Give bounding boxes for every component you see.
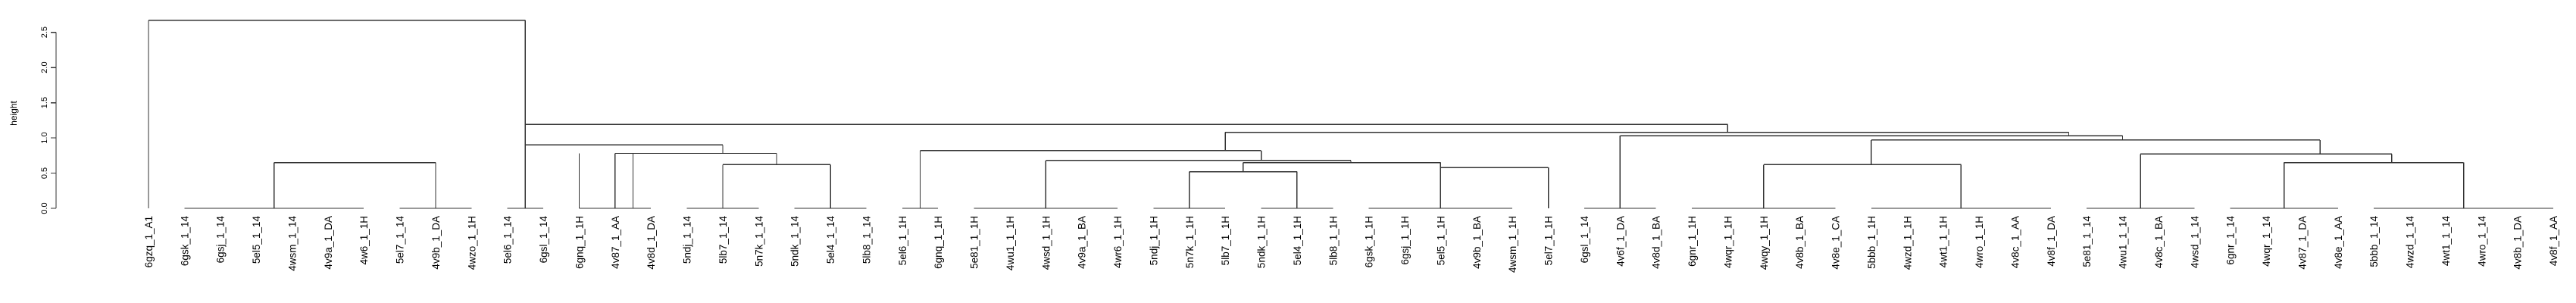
leaf-label: 4v87_1_DA [2296, 216, 2308, 270]
leaf-label: 4v6f_1_DA [1615, 216, 1626, 267]
leaf-label: 5el6_1_1H [897, 216, 908, 265]
leaf-label: 4wu1_1_1H [1005, 216, 1016, 270]
leaf-label: 6gsj_1_1H [1399, 216, 1411, 265]
leaf-label: 6gnr_1_1H [1687, 216, 1698, 267]
leaf-label: 5el4_1_1H [1292, 216, 1303, 265]
leaf-label: 5lb8_1_14 [861, 216, 872, 264]
leaf-label: 4v8e_1_CA [1830, 216, 1842, 270]
leaf-label: 6gnq_1_1H [933, 216, 944, 269]
leaf-label: 5el5_1_1H [1435, 216, 1446, 265]
leaf-label: 4wsm_1_14 [286, 216, 298, 271]
leaf-label: 5n7k_1_1H [1184, 216, 1196, 268]
leaf-label: 5e81_1_1H [969, 216, 980, 269]
leaf-label: 5ndk_1_1H [1256, 216, 1268, 268]
leaf-label: 6gsk_1_14 [179, 216, 190, 267]
leaf-label: 6gnr_1_14 [2225, 216, 2237, 265]
leaf-label: 5el6_1_14 [502, 216, 514, 264]
y-tick-label: 0.0 [40, 202, 49, 214]
leaf-label: 6gnq_1_1H [574, 216, 585, 269]
leaf-label: 4wzd_1_14 [2405, 216, 2416, 269]
leaf-label: 4wqr_1_14 [2261, 216, 2272, 267]
leaf-label: 4v8f_1_AA [2548, 216, 2559, 266]
leaf-label: 5ndj_1_1H [1148, 216, 1159, 265]
leaf-label: 4v8c_1_BA [2153, 216, 2165, 268]
leaf-label: 4wu1_1_14 [2118, 216, 2129, 269]
y-axis: 0.0 0.5 1.0 1.5 2.0 2.5 height [8, 27, 57, 214]
y-tick-label: 0.5 [40, 167, 49, 179]
leaf-label: 4wsm_1_1H [1507, 216, 1518, 273]
leaf-label: 5bbb_1_1H [1866, 216, 1877, 269]
leaf-label: 5ndj_1_14 [682, 216, 693, 264]
leaf-label: 5bbb_1_14 [2368, 216, 2380, 267]
leaf-label: 5el4_1_14 [825, 216, 836, 264]
leaf-label: 6gsj_1_14 [215, 216, 227, 264]
leaf-label: 4v9a_1_BA [1077, 216, 1088, 269]
leaf-label: 5lb7_1_14 [717, 216, 729, 264]
leaf-label: 4wt1_1_1H [1938, 216, 1949, 267]
leaf-label: 6gsk_1_1H [1364, 216, 1375, 267]
leaf-label: 4v8f_1_DA [2046, 216, 2057, 267]
leaf-label: 4wr6_1_1H [1112, 216, 1124, 268]
leaf-label: 5el5_1_14 [251, 216, 262, 264]
dendrogram-branches [148, 20, 2553, 209]
leaf-label: 4v8b_1_DA [2512, 216, 2524, 270]
leaf-label: 4wt1_1_14 [2440, 216, 2452, 267]
y-tick-label: 2.5 [40, 27, 49, 38]
leaf-label: 4wzo_1_1H [466, 216, 477, 270]
y-tick-label: 1.0 [40, 132, 49, 143]
leaf-label: 4wro_1_14 [2476, 216, 2487, 267]
leaf-label: 4v9b_1_DA [430, 216, 442, 270]
leaf-label: 5ndk_1_14 [789, 216, 801, 267]
leaf-label: 4wsd_1_14 [2189, 216, 2200, 269]
leaf-label: 4v8d_1_DA [646, 216, 657, 270]
leaf-label: 4v8e_1_AA [2333, 216, 2344, 269]
leaf-label: 5lb7_1_1H [1220, 216, 1231, 265]
y-axis-label: height [8, 100, 19, 125]
leaf-label: 6gsl_1_14 [1579, 216, 1590, 264]
leaf-label: 4v8c_1_AA [2009, 216, 2021, 268]
leaf-labels: 6gzq_1_A1 6gsk_1_14 6gsj_1_14 5el5_1_14 4wsm… [143, 216, 2559, 273]
leaf-label: 5el7_1_1H [1543, 216, 1555, 265]
leaf-label: 5e81_1_14 [2081, 216, 2093, 267]
leaf-label: 4v9b_1_BA [1471, 216, 1483, 269]
leaf-label: 4v9a_1_DA [323, 216, 334, 270]
leaf-label: 4v8d_1_BA [1651, 216, 1662, 269]
y-tick-label: 1.5 [40, 97, 49, 108]
leaf-label: 4wqy_1_1H [1758, 216, 1770, 270]
leaf-label: 5el7_1_14 [395, 216, 406, 264]
leaf-label: 4w6_1_1H [358, 216, 370, 265]
leaf-label: 4wqr_1_1H [1722, 216, 1733, 268]
leaf-label: 6gzq_1_A1 [143, 216, 155, 267]
leaf-label: 4wsd_1_1H [1040, 216, 1052, 270]
leaf-label: 6gsl_1_14 [538, 216, 549, 264]
leaf-label: 4wzd_1_1H [1902, 216, 1913, 270]
y-tick-label: 2.0 [40, 61, 49, 73]
leaf-label: 5n7k_1_14 [753, 216, 764, 267]
leaf-label: 4v87_1_AA [610, 216, 621, 269]
leaf-label: 4v8b_1_BA [1794, 216, 1805, 269]
leaf-label: 5lb8_1_1H [1327, 216, 1339, 265]
leaf-label: 4wro_1_1H [1974, 216, 1985, 268]
